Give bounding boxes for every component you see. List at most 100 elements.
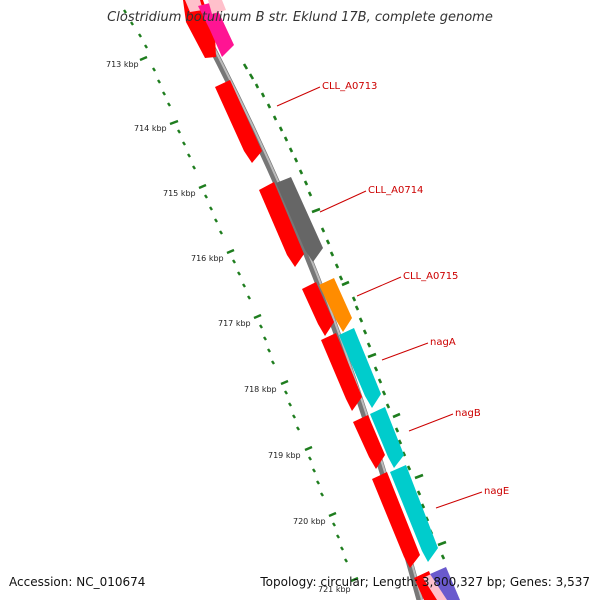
gc-tick — [192, 165, 196, 170]
gc-tick — [401, 451, 407, 457]
gene-label-naga[interactable]: nagA — [430, 337, 456, 348]
gc-tick — [320, 492, 324, 497]
gc-tick — [219, 230, 223, 235]
scale-tick-label: 718 kbp — [244, 385, 277, 394]
gc-tick — [182, 141, 186, 146]
gene-labels: CLL_A0713 CLL_A0714 CLL_A0715 nagA nagB … — [322, 81, 509, 497]
gene-arrow[interactable] — [339, 328, 381, 408]
gc-track-inner — [123, 9, 359, 583]
gene-arrow[interactable] — [276, 177, 323, 262]
genome-summary-label: Topology: circular; Length: 3,800,327 bp… — [260, 575, 590, 589]
gc-tick — [394, 427, 400, 433]
gc-tick — [177, 129, 181, 134]
gene-arrow[interactable] — [259, 182, 304, 267]
gene-arrow[interactable] — [319, 278, 352, 332]
gc-tick — [288, 147, 294, 153]
gc-tick — [308, 456, 312, 461]
gene-arrow[interactable] — [390, 465, 438, 562]
gene-arrow[interactable] — [208, 0, 226, 14]
gc-tick — [138, 33, 142, 38]
gene-label-nagb[interactable]: nagB — [455, 408, 481, 419]
gc-tick — [320, 227, 326, 233]
gc-tick — [354, 305, 360, 311]
gc-tick — [271, 360, 275, 365]
gc-tick — [260, 92, 266, 98]
gc-tick — [341, 280, 350, 287]
gc-tick — [130, 21, 134, 26]
gc-tick — [267, 348, 271, 353]
gene-arrow[interactable] — [215, 80, 262, 163]
gc-tick — [284, 390, 288, 395]
gc-tick — [167, 102, 171, 107]
gene-label-cll-a0715[interactable]: CLL_A0715 — [403, 271, 458, 282]
gc-tick — [209, 206, 213, 211]
callout-line — [319, 190, 367, 213]
gc-tick — [325, 239, 331, 245]
gene-arrow[interactable] — [302, 282, 334, 336]
gene-label-nage[interactable]: nagE — [484, 486, 509, 497]
gene-arrow[interactable] — [321, 333, 362, 411]
gene-callout-lines — [276, 86, 483, 509]
scale-tick-label: 715 kbp — [163, 189, 196, 198]
gc-tick — [358, 317, 364, 323]
gc-tick — [280, 379, 289, 386]
gc-tick — [392, 412, 401, 419]
gc-tick — [437, 540, 447, 547]
gc-track-outer — [242, 63, 447, 560]
gene-label-cll-a0714[interactable]: CLL_A0714 — [368, 185, 423, 196]
scale-tick-label: 714 kbp — [134, 124, 167, 133]
gene-track-forward — [183, 0, 460, 600]
gc-tick — [296, 426, 300, 431]
gc-tick — [298, 169, 304, 175]
gc-tick — [248, 73, 255, 80]
gc-tick — [259, 324, 263, 329]
gc-tick — [367, 352, 377, 359]
gc-tick — [406, 465, 412, 471]
gc-tick — [263, 336, 267, 341]
gene-arrow[interactable] — [353, 415, 385, 469]
gc-tick — [157, 79, 161, 84]
gene-arrow[interactable] — [430, 567, 460, 600]
scale-tick-label: 719 kbp — [268, 451, 301, 460]
gc-tick — [338, 275, 344, 281]
gene-arrow[interactable] — [372, 472, 420, 568]
callout-line — [356, 276, 402, 297]
scale-tick-label: 720 kbp — [293, 517, 326, 526]
gene-arrow[interactable] — [185, 0, 203, 12]
gc-tick — [381, 390, 387, 396]
gc-tick — [329, 251, 335, 257]
gc-tick — [351, 296, 357, 302]
gc-tick — [307, 191, 313, 197]
gc-tick — [344, 558, 348, 563]
gc-tick — [214, 218, 218, 223]
callout-line — [276, 86, 321, 107]
scale-tick-label: 717 kbp — [218, 319, 251, 328]
gc-tick — [362, 329, 368, 335]
scale-labels: 713 kbp 714 kbp 715 kbp 716 kbp 717 kbp … — [106, 60, 351, 594]
gc-tick — [242, 63, 249, 70]
gc-tick — [169, 119, 179, 126]
map-title: Clostridium botulinum B str. Eklund 17B,… — [107, 10, 493, 25]
gc-tick — [334, 263, 340, 269]
gc-tick — [232, 259, 236, 264]
gc-tick — [377, 378, 383, 384]
accession-label: Accession: NC_010674 — [9, 575, 146, 589]
callout-line — [381, 342, 429, 361]
callout-line — [408, 413, 454, 432]
gc-tick — [162, 91, 166, 96]
gc-tick — [187, 153, 191, 158]
gc-tick — [272, 115, 278, 121]
gc-tick — [254, 83, 260, 89]
gene-arrow[interactable] — [198, 2, 234, 57]
gene-label-cll-a0713[interactable]: CLL_A0713 — [322, 81, 377, 92]
gc-tick — [152, 67, 156, 72]
gc-tick — [253, 313, 262, 320]
gc-tick — [385, 403, 391, 409]
gc-tick — [144, 44, 148, 49]
gc-tick — [350, 576, 359, 583]
gc-tick — [414, 473, 424, 480]
gc-tick — [336, 534, 340, 539]
gene-arrow[interactable] — [370, 407, 404, 468]
gc-tick — [311, 207, 321, 214]
